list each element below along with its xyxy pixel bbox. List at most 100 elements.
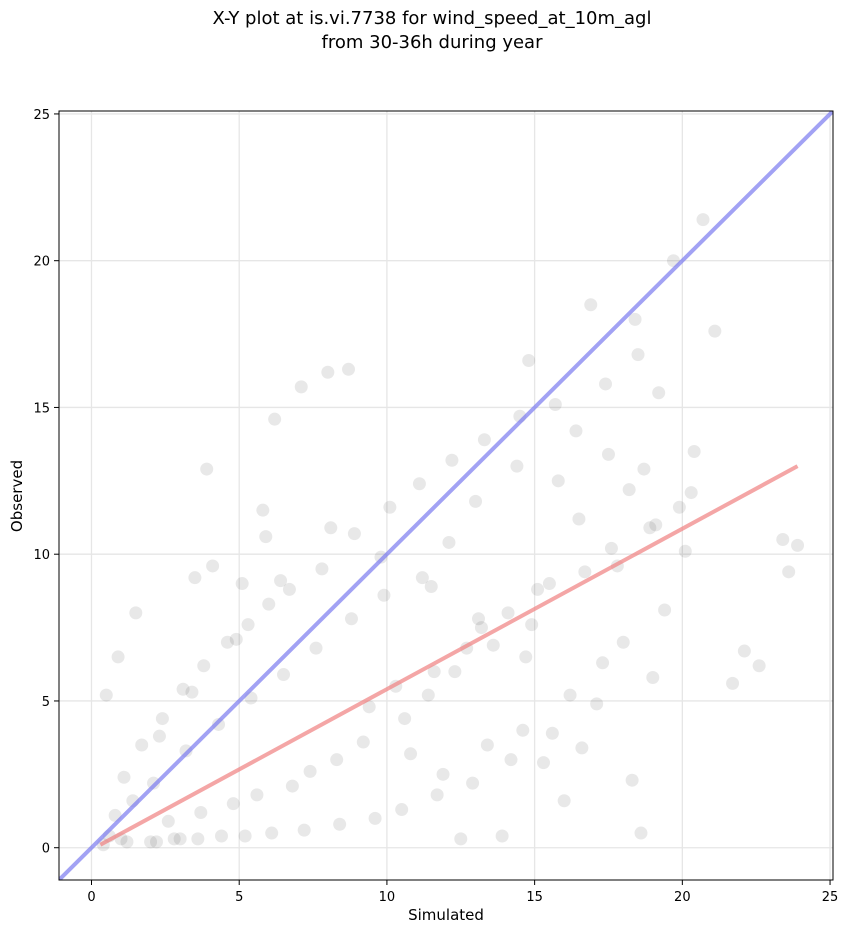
data-point <box>214 829 228 843</box>
data-point <box>149 835 163 849</box>
data-point <box>545 726 559 740</box>
data-point <box>421 688 435 702</box>
data-point <box>637 462 651 476</box>
x-tick-label-0: 0 <box>87 890 95 905</box>
data-point <box>563 688 577 702</box>
data-point <box>415 571 429 585</box>
x-tick-label-5: 25 <box>822 890 839 905</box>
data-point <box>229 632 243 646</box>
data-point <box>282 582 296 596</box>
data-point <box>590 697 604 711</box>
y-tick-label-4: 20 <box>33 255 50 270</box>
data-point <box>238 829 252 843</box>
data-point <box>687 444 701 458</box>
chart-title-line1: X-Y plot at is.vi.7738 for wind_speed_at… <box>213 8 652 29</box>
x-axis-ticks: 0 5 10 15 20 25 <box>87 880 838 905</box>
data-point <box>347 527 361 541</box>
data-point <box>448 665 462 679</box>
data-point <box>241 618 255 632</box>
data-point <box>584 298 598 312</box>
data-point <box>495 829 509 843</box>
data-point <box>356 735 370 749</box>
data-point <box>265 826 279 840</box>
data-point <box>297 823 311 837</box>
data-point <box>643 521 657 535</box>
grid <box>59 111 833 880</box>
data-point <box>531 582 545 596</box>
data-point <box>791 538 805 552</box>
data-point <box>315 562 329 576</box>
data-point <box>454 832 468 846</box>
y-tick-label-2: 10 <box>33 548 50 563</box>
data-point <box>185 685 199 699</box>
data-point <box>708 324 722 338</box>
data-point <box>684 486 698 500</box>
data-point <box>646 670 660 684</box>
data-point <box>188 571 202 585</box>
data-point <box>599 377 613 391</box>
data-point <box>652 386 666 400</box>
reference-lines <box>59 111 833 880</box>
regression-fit-line <box>99 464 799 847</box>
x-tick-label-2: 10 <box>379 890 396 905</box>
data-point <box>135 738 149 752</box>
chart-title-line2: from 30-36h during year <box>322 32 544 53</box>
data-point <box>176 682 190 696</box>
data-point <box>250 788 264 802</box>
data-point <box>179 744 193 758</box>
data-point <box>206 559 220 573</box>
plot-frame <box>58 110 834 881</box>
data-point <box>501 606 515 620</box>
data-point <box>519 650 533 664</box>
data-point <box>167 832 181 846</box>
data-point <box>542 577 556 591</box>
data-point <box>120 835 134 849</box>
data-point <box>152 729 166 743</box>
data-point <box>274 574 288 588</box>
data-point <box>398 712 412 726</box>
data-point <box>525 618 539 632</box>
data-point <box>782 565 796 579</box>
data-point <box>557 794 571 808</box>
data-point <box>672 500 686 514</box>
data-point <box>604 541 618 555</box>
data-point <box>726 676 740 690</box>
x-tick-label-1: 5 <box>235 890 243 905</box>
data-point <box>268 412 282 426</box>
data-point <box>220 635 234 649</box>
data-point <box>427 665 441 679</box>
data-point <box>658 603 672 617</box>
data-point <box>412 477 426 491</box>
data-point <box>197 659 211 673</box>
data-point <box>173 832 187 846</box>
data-point <box>516 723 530 737</box>
data-point <box>678 544 692 558</box>
data-point <box>522 353 536 367</box>
data-point <box>377 588 391 602</box>
data-point <box>383 500 397 514</box>
data-point <box>235 577 249 591</box>
data-point <box>548 398 562 412</box>
data-point <box>596 656 610 670</box>
data-point <box>569 424 583 438</box>
data-point <box>277 668 291 682</box>
data-point <box>480 738 494 752</box>
data-point <box>430 788 444 802</box>
data-point <box>155 712 169 726</box>
y-axis-ticks: 0 5 10 15 20 25 <box>33 108 59 857</box>
data-point <box>469 494 483 508</box>
data-point <box>262 597 276 611</box>
y-tick-label-1: 5 <box>42 695 50 710</box>
data-point <box>342 362 356 376</box>
data-point <box>161 814 175 828</box>
x-axis-label: Simulated <box>408 906 484 924</box>
data-point <box>129 606 143 620</box>
data-point <box>368 811 382 825</box>
data-point <box>395 803 409 817</box>
data-point <box>144 835 158 849</box>
data-point <box>616 635 630 649</box>
data-point <box>578 565 592 579</box>
data-point <box>294 380 308 394</box>
x-tick-label-4: 20 <box>674 890 691 905</box>
